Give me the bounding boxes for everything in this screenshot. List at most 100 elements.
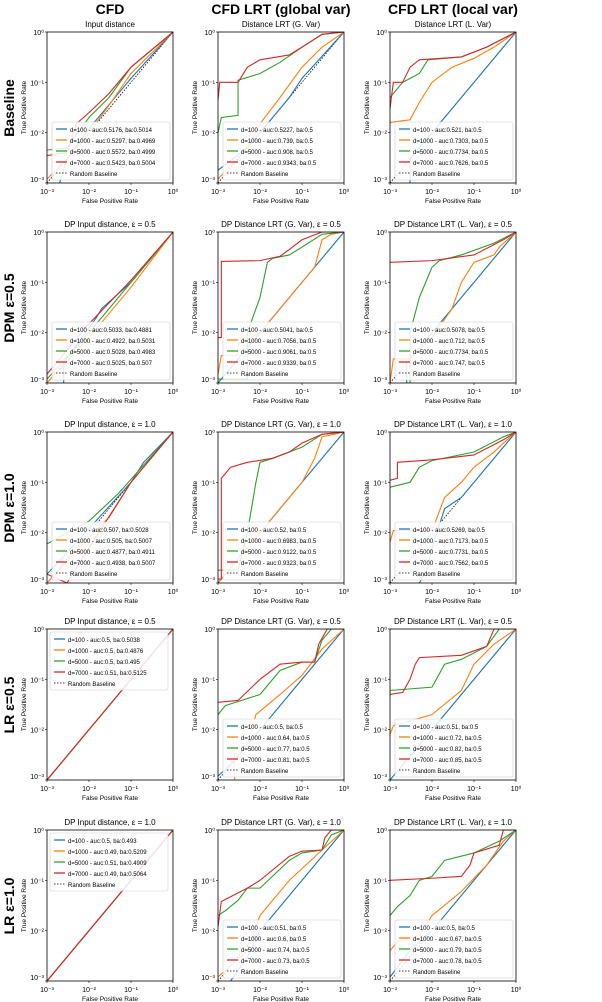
legend: d=100 - auc:0.51, ba:0.5 d=1000 - auc:0.6… xyxy=(222,919,342,979)
x-tick-label: 10⁻² xyxy=(82,786,96,793)
legend-entry: d=100 - auc:0.51, ba:0.5 xyxy=(413,725,479,731)
legend-entry: d=5000 - auc:0.9061, ba:0.5 xyxy=(241,350,317,356)
x-tick-label: 10⁰ xyxy=(168,388,179,396)
y-tick-label: 10⁻¹ xyxy=(30,80,44,87)
y-tick-label: 10⁻² xyxy=(373,728,387,735)
roc-panel: Distance LRT (L. Var) 10⁻³ 10⁻³ 10⁻² 10⁻² 10⁻… xyxy=(364,20,521,205)
plot-frame xyxy=(389,231,517,384)
x-tick-label: 10⁻³ xyxy=(40,786,54,793)
x-tick-label: 10⁻¹ xyxy=(467,389,481,396)
y-axis-label: True Positive Rate xyxy=(21,81,28,135)
legend-entry: d=5000 - auc:0.51, ba:0.4909 xyxy=(68,861,147,867)
y-tick-label: 10⁻² xyxy=(373,131,387,138)
y-tick-label: 10⁻¹ xyxy=(373,878,387,885)
x-tick-label: 10⁻¹ xyxy=(124,389,138,396)
legend-entry-baseline: Random Baseline xyxy=(241,970,289,976)
legend-entry: d=5000 - auc:0.7731, ba:0.5 xyxy=(413,550,489,556)
y-axis-label: True Positive Rate xyxy=(192,281,199,335)
x-axis-label: False Positive Rate xyxy=(253,398,309,405)
plot-frame xyxy=(46,431,174,584)
x-axis-label: False Positive Rate xyxy=(82,598,138,605)
x-tick-label: 10⁻³ xyxy=(211,786,225,793)
x-tick-label: 10⁻¹ xyxy=(295,786,309,793)
x-tick-label: 10⁻¹ xyxy=(467,189,481,196)
x-tick-label: 10⁰ xyxy=(511,986,522,994)
legend-entry: d=1000 - auc:0.72, ba:0.5 xyxy=(413,736,482,742)
legend-entry-baseline: Random Baseline xyxy=(413,372,461,378)
legend-entry: d=100 - auc:0.51, ba:0.5 xyxy=(241,926,307,932)
legend-entry: d=5000 - auc:0.77, ba:0.5 xyxy=(241,747,310,753)
roc-panel: DP Distance LRT (G. Var), ε = 0.5 10⁻³ 10⁻… xyxy=(192,617,349,802)
roc-panel: DP Distance LRT (G. Var), ε = 1.0 10⁻³ 10⁻… xyxy=(192,420,349,605)
roc-panel: DP Distance LRT (L. Var), ε = 0.5 10⁻³ 10⁻… xyxy=(364,617,521,802)
legend-entry: d=100 - auc:0.52, ba:0.5 xyxy=(241,528,307,534)
x-tick-label: 10⁻² xyxy=(253,589,267,596)
roc-panel: DP Input distance, ε = 0.5 10⁻³ 10⁻³ 10⁻² 10… xyxy=(21,617,178,802)
roc-panel: DP Input distance, ε = 1.0 10⁻³ 10⁻³ 10⁻² 10… xyxy=(21,818,178,1002)
legend: d=100 - auc:0.5, ba:0.493 d=1000 - auc:0.… xyxy=(49,832,169,892)
x-tick-label: 10⁻¹ xyxy=(124,786,138,793)
x-tick-label: 10⁻¹ xyxy=(124,987,138,994)
plot-frame xyxy=(217,231,345,384)
legend-entry: d=7000 - auc:0.85, ba:0.5 xyxy=(413,758,482,764)
x-tick-label: 10⁰ xyxy=(339,388,350,396)
y-tick-label: 10⁻² xyxy=(30,331,44,338)
x-tick-label: 10⁰ xyxy=(339,986,350,994)
legend: d=100 - auc:0.5227, ba:0.5 d=1000 - auc:0… xyxy=(222,121,342,181)
y-tick-label: 10⁻³ xyxy=(201,577,215,584)
roc-curve-d=5000 xyxy=(218,830,344,916)
y-axis-label: True Positive Rate xyxy=(192,879,199,933)
x-tick-label: 10⁻² xyxy=(82,589,96,596)
row-header: DPM ε=1.0 xyxy=(1,472,17,543)
legend: d=100 - auc:0.5, ba:0.5 d=1000 - auc:0.67… xyxy=(394,919,514,979)
roc-curve-d=7000 xyxy=(390,830,516,881)
y-tick-label: 10⁻³ xyxy=(30,177,44,184)
legend: d=100 - auc:0.5, ba:0.5038 d=1000 - auc:0… xyxy=(49,631,169,691)
roc-curve-d=7000 xyxy=(218,232,344,339)
legend-entry: d=7000 - auc:0.4938, ba:0.5007 xyxy=(70,561,156,567)
panel-title: DP Input distance, ε = 0.5 xyxy=(64,220,156,229)
legend: d=100 - auc:0.5, ba:0.5 d=1000 - auc:0.64… xyxy=(222,718,342,778)
column-header: CFD LRT (global var) xyxy=(211,1,351,17)
y-tick-label: 10⁰ xyxy=(204,626,215,634)
panel-title: DP Distance LRT (L. Var), ε = 1.0 xyxy=(394,420,512,429)
y-tick-label: 10⁰ xyxy=(376,229,387,237)
roc-panel: DP Input distance, ε = 1.0 10⁻³ 10⁻³ 10⁻² 10… xyxy=(21,420,178,605)
y-tick-label: 10⁻¹ xyxy=(30,677,44,684)
legend-entry: d=7000 - auc:0.7562, ba:0.5 xyxy=(413,561,489,567)
roc-panel: DP Distance LRT (L. Var), ε = 1.0 10⁻³ 10⁻… xyxy=(364,818,522,1002)
roc-curve-d=1000 xyxy=(390,629,516,735)
x-tick-label: 10⁻³ xyxy=(383,389,397,396)
x-tick-label: 10⁻² xyxy=(82,389,96,396)
y-tick-label: 10⁻² xyxy=(201,929,215,936)
y-tick-label: 10⁻³ xyxy=(30,975,44,982)
x-tick-label: 10⁻³ xyxy=(211,389,225,396)
y-tick-label: 10⁻³ xyxy=(201,774,215,781)
plot-frame xyxy=(217,431,345,584)
y-axis-label: True Positive Rate xyxy=(364,81,371,135)
y-tick-label: 10⁰ xyxy=(376,827,387,835)
roc-panel: DP Distance LRT (G. Var), ε = 1.0 10⁻³ 10⁻… xyxy=(192,818,350,1002)
legend-entry: d=100 - auc:0.5269, ba:0.5 xyxy=(413,528,486,534)
roc-curve-d=7000 xyxy=(218,32,344,100)
y-tick-label: 10⁻³ xyxy=(373,177,387,184)
y-axis-label: True Positive Rate xyxy=(192,81,199,135)
legend-entry: d=100 - auc:0.521, ba:0.5 xyxy=(413,128,482,134)
x-tick-label: 10⁻¹ xyxy=(295,389,309,396)
y-tick-label: 10⁻² xyxy=(201,131,215,138)
y-tick-label: 10⁻² xyxy=(30,531,44,538)
row-header: LR ε=0.5 xyxy=(1,676,17,733)
column-header: CFD LRT (local var) xyxy=(388,1,518,17)
y-tick-label: 10⁻² xyxy=(201,531,215,538)
panel-title: DP Distance LRT (G. Var), ε = 1.0 xyxy=(221,818,341,827)
legend-entry: d=5000 - auc:0.74, ba:0.5 xyxy=(241,948,310,954)
legend-entry: d=100 - auc:0.5176, ba:0.5014 xyxy=(70,128,153,134)
y-axis-label: True Positive Rate xyxy=(364,879,371,933)
legend: d=100 - auc:0.5078, ba:0.5 d=1000 - auc:0… xyxy=(394,321,514,381)
y-tick-label: 10⁻¹ xyxy=(201,80,215,87)
x-tick-label: 10⁻² xyxy=(253,786,267,793)
y-tick-label: 10⁰ xyxy=(204,429,215,437)
y-tick-label: 10⁻² xyxy=(30,131,44,138)
y-tick-label: 10⁻¹ xyxy=(30,480,44,487)
y-tick-label: 10⁻³ xyxy=(30,577,44,584)
